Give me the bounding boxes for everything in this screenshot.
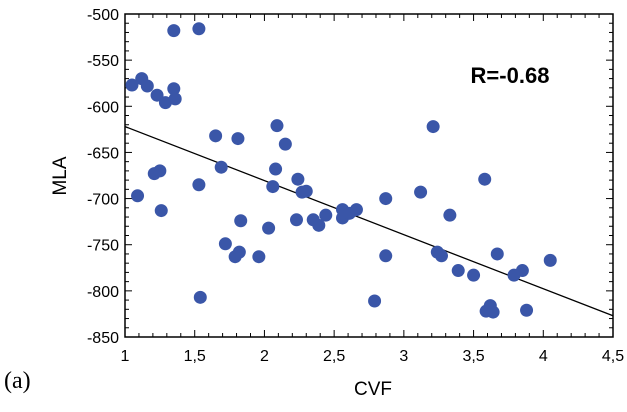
data-point: [154, 204, 168, 218]
data-point: [140, 79, 154, 93]
data-point: [319, 208, 333, 222]
x-tick-label: 4,5: [602, 348, 624, 365]
x-tick-label: 3: [399, 348, 408, 365]
data-point: [451, 264, 465, 278]
data-point: [269, 162, 283, 176]
plot-frame: [124, 13, 614, 338]
data-point: [234, 214, 248, 228]
data-point: [209, 129, 223, 143]
correlation-annotation: R=-0.68: [471, 63, 550, 88]
y-tick-label: -800: [87, 284, 119, 301]
data-point: [153, 164, 167, 178]
panel-label: (a): [4, 368, 31, 394]
data-point: [414, 185, 428, 199]
data-point: [270, 119, 284, 133]
data-point: [192, 178, 206, 192]
data-point: [478, 172, 492, 186]
y-tick-label: -700: [87, 192, 119, 209]
y-tick-label: -600: [87, 99, 119, 116]
data-point: [289, 213, 303, 227]
data-point: [368, 294, 382, 308]
data-point: [168, 92, 182, 106]
data-point: [167, 82, 181, 96]
plot-area: 1 1,5 2 2,5 3 3,5 4 4,5 -500 -550 -600 -650 -700 -750…: [87, 7, 624, 365]
y-tick-label: -550: [87, 53, 119, 70]
x-axis-label: CVF: [354, 379, 392, 400]
x-tick-label: 1,5: [184, 348, 206, 365]
data-point: [150, 88, 164, 102]
data-point: [467, 268, 481, 282]
data-point: [214, 160, 228, 174]
y-tick-label: -850: [87, 330, 119, 347]
data-point: [426, 120, 440, 134]
data-point: [232, 245, 246, 259]
y-axis-label: MLA: [50, 156, 71, 195]
data-point: [193, 290, 207, 304]
x-tick-label: 4: [539, 348, 548, 365]
data-point: [131, 189, 145, 203]
data-point: [266, 180, 280, 194]
y-tick-label: -750: [87, 238, 119, 255]
data-point: [312, 218, 326, 232]
x-tick-label: 1: [121, 348, 130, 365]
data-point: [443, 208, 457, 222]
data-point: [543, 253, 557, 267]
data-point: [379, 249, 393, 263]
trend-line: [124, 125, 614, 317]
data-point: [490, 247, 504, 261]
data-point: [349, 203, 363, 217]
data-point: [515, 264, 529, 278]
data-point: [192, 22, 206, 36]
x-tick-label: 2,5: [323, 348, 345, 365]
data-point: [520, 303, 534, 317]
data-point: [278, 137, 292, 151]
data-point: [435, 249, 449, 263]
data-point: [379, 192, 393, 206]
y-tick-label: -650: [87, 145, 119, 162]
data-point: [291, 172, 305, 186]
data-point: [218, 237, 232, 251]
data-point: [231, 132, 245, 146]
data-point: [299, 184, 313, 198]
data-point: [262, 221, 276, 235]
x-tick-label: 3,5: [462, 348, 484, 365]
data-point: [252, 250, 266, 264]
data-point: [167, 24, 181, 38]
data-point: [158, 96, 172, 110]
x-tick-label: 2: [260, 348, 269, 365]
data-point: [486, 305, 500, 319]
y-tick-label: -500: [87, 7, 119, 24]
data-point: [125, 78, 139, 92]
